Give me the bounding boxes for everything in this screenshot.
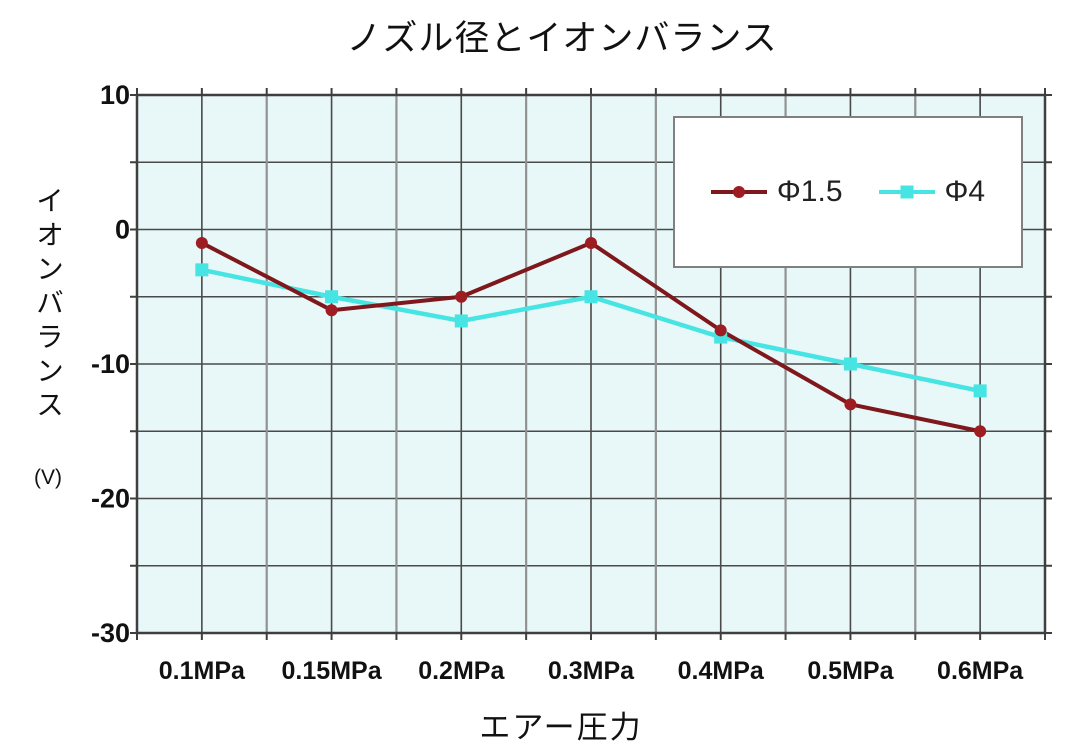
data-point-Φ1.5 (585, 236, 597, 249)
legend-label-phi-4: Φ4 (944, 175, 986, 208)
x-tick-label: 0.6MPa (937, 657, 1024, 685)
legend: Φ1.5 Φ4 (673, 116, 1023, 268)
series-phi-1-5-marker-icon (710, 184, 767, 200)
y-tick-label: 0 (115, 215, 130, 245)
y-axis-unit-label: (V) (34, 466, 62, 489)
data-point-Φ1.5 (195, 236, 208, 249)
x-tick-label: 0.5MPa (807, 657, 894, 685)
legend-item-phi-4: Φ4 (878, 175, 986, 209)
x-tick-label: 0.15MPa (282, 657, 383, 685)
data-point-Φ4 (843, 357, 857, 371)
data-point-Φ4 (973, 384, 987, 398)
y-tick-label: 10 (100, 80, 130, 110)
data-point-Φ1.5 (325, 304, 338, 317)
plot-border (135, 93, 1047, 635)
y-tick-label: -30 (91, 618, 130, 648)
data-point-Φ1.5 (455, 290, 468, 303)
x-tick-label: 0.2MPa (418, 657, 505, 685)
legend-circle-marker-icon (732, 186, 745, 198)
data-point-Φ1.5 (844, 398, 857, 411)
x-tick-label: 0.4MPa (678, 657, 765, 685)
chart-title: ノズル径とイオンバランス (346, 19, 778, 58)
data-point-Φ4 (454, 314, 468, 328)
x-tick-label: 0.3MPa (548, 657, 635, 685)
legend-label-phi-1-5: Φ1.5 (776, 175, 843, 208)
data-point-Φ4 (584, 290, 598, 304)
x-axis-label: エアー圧力 (479, 710, 643, 745)
y-tick-label: -20 (91, 484, 130, 514)
legend-square-marker-icon (900, 185, 913, 199)
x-tick-label: 0.1MPa (159, 657, 246, 685)
legend-item-phi-1-5: Φ1.5 (710, 175, 843, 209)
data-point-Φ4 (325, 290, 339, 304)
y-axis-label: イオンバランス (33, 186, 64, 424)
data-point-Φ1.5 (974, 425, 987, 438)
series-phi-4-marker-icon (878, 184, 935, 200)
data-point-Φ1.5 (714, 324, 727, 337)
data-point-Φ4 (195, 263, 209, 277)
y-tick-label: -10 (91, 349, 130, 379)
